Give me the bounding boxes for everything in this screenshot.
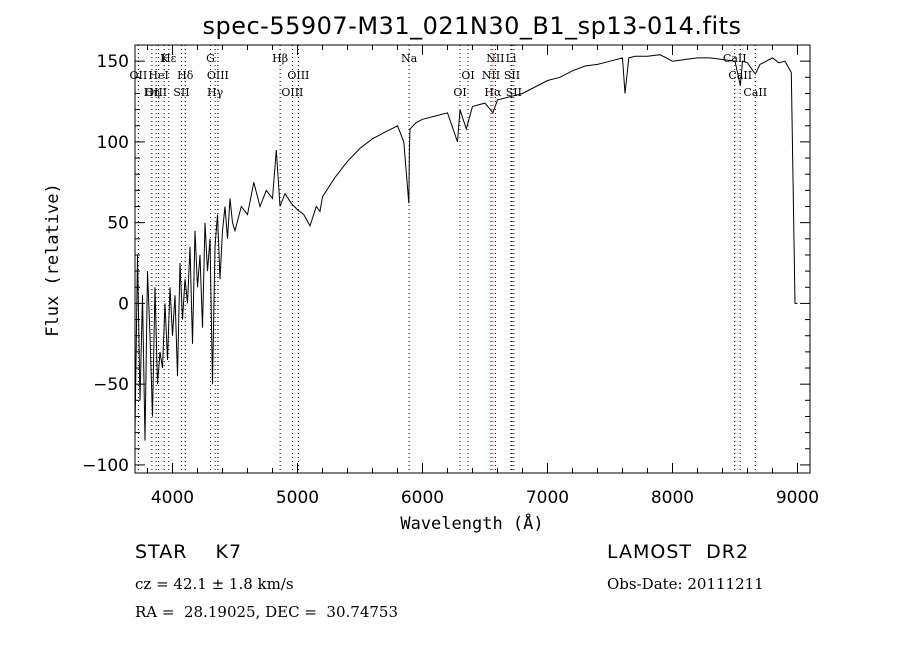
line-marker-label-2: OIII bbox=[145, 86, 167, 99]
spectrum-line bbox=[134, 54, 798, 441]
line-marker-label-22: SII bbox=[506, 86, 522, 99]
line-marker-label-24: CaII bbox=[728, 69, 752, 82]
line-marker-label-0: Hε bbox=[161, 52, 177, 65]
survey-release: LAMOST DR2 bbox=[607, 541, 750, 563]
line-marker-label-6: Hδ bbox=[177, 69, 194, 82]
line-marker-label-17: NII bbox=[486, 52, 504, 65]
line-marker-label-5: K bbox=[160, 52, 169, 65]
line-marker-label-11: Hβ bbox=[272, 52, 288, 65]
line-marker-label-8: G bbox=[206, 52, 215, 65]
line-marker-label-12: OIII bbox=[287, 69, 309, 82]
line-marker-label-9: OIII bbox=[207, 69, 229, 82]
x-axis: 4000 5000 6000 7000 8000 9000 bbox=[147, 45, 819, 508]
coordinates: RA = 28.19025, DEC = 30.74753 bbox=[135, 603, 399, 621]
x-tick-label-4: 8000 bbox=[651, 488, 694, 508]
line-marker-label-13: OIII bbox=[281, 86, 303, 99]
line-marker-label-16: OI bbox=[453, 86, 466, 99]
redshift-velocity: cz = 42.1 ± 1.8 km/s bbox=[135, 575, 294, 593]
line-marker-label-1: OII bbox=[130, 69, 148, 82]
line-marker-label-14: Na bbox=[401, 52, 418, 65]
y-axis: −100 −50 0 50 100 150 bbox=[82, 44, 810, 476]
line-marker-label-18: Li bbox=[506, 52, 517, 65]
line-marker-label-4: Hη bbox=[144, 86, 160, 99]
y-tick-label-3: 50 bbox=[107, 214, 129, 234]
line-marker-label-3: HeI bbox=[148, 69, 168, 82]
line-marker-layer: Hε OII OIII HeI Hη K Hδ SII G OIII Hγ Hβ OIII OIII Na O… bbox=[130, 45, 767, 473]
line-marker-label-10: Hγ bbox=[207, 86, 224, 99]
x-axis-label: Wavelength (Å) bbox=[400, 512, 543, 534]
line-marker-label-21: Hα bbox=[484, 86, 502, 99]
y-tick-label-5: 150 bbox=[97, 52, 129, 72]
object-class: STAR K7 bbox=[135, 541, 243, 563]
y-tick-label-0: −100 bbox=[82, 456, 129, 476]
x-tick-label-3: 7000 bbox=[526, 488, 569, 508]
y-axis-label: Flux (relative) bbox=[43, 183, 63, 337]
x-tick-label-5: 9000 bbox=[776, 488, 819, 508]
line-marker-label-25: CaII bbox=[743, 86, 767, 99]
x-tick-label-2: 6000 bbox=[401, 488, 444, 508]
line-marker-label-15: OI bbox=[461, 69, 474, 82]
y-tick-label-4: 100 bbox=[97, 133, 129, 153]
line-marker-label-23: CaII bbox=[723, 52, 747, 65]
chart-title: spec-55907-M31_021N30_B1_sp13-014.fits bbox=[202, 12, 741, 40]
plot-frame bbox=[134, 44, 811, 474]
line-marker-label-19: NII bbox=[482, 69, 500, 82]
y-tick-label-1: −50 bbox=[93, 375, 129, 395]
y-tick-label-2: 0 bbox=[118, 294, 129, 314]
observation-date: Obs-Date: 20111211 bbox=[607, 575, 764, 593]
x-tick-label-1: 5000 bbox=[276, 488, 319, 508]
line-marker-label-20: SII bbox=[504, 69, 520, 82]
line-marker-label-7: SII bbox=[173, 86, 189, 99]
x-tick-label-0: 4000 bbox=[151, 488, 194, 508]
